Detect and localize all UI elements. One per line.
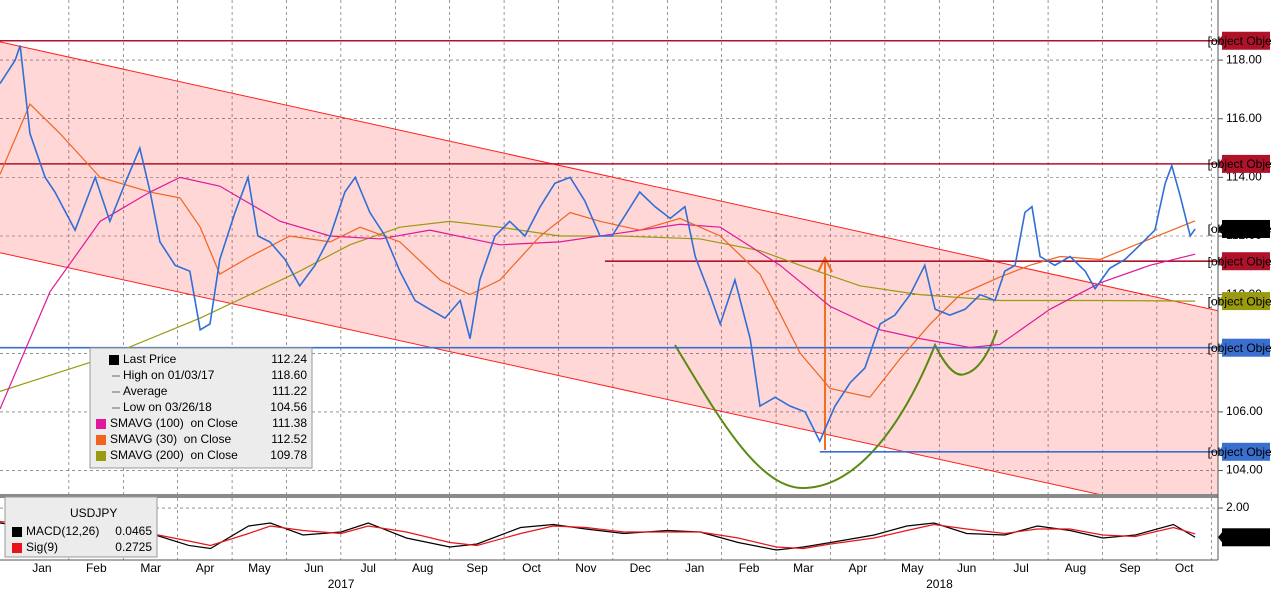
- legend-value: 109.78: [270, 448, 307, 462]
- series-line: [0, 103, 1196, 398]
- legend-value: 118.60: [271, 368, 307, 382]
- legend-label: MACD(12,26): [26, 524, 99, 538]
- legend-swatch: [96, 435, 106, 445]
- y-tick-label: 114.00: [1226, 170, 1262, 184]
- legend-label: SMAVG (100) on Close: [110, 416, 238, 430]
- legend-label: Sig(9): [26, 540, 58, 554]
- channel-fill: [0, 41, 1218, 494]
- x-tick-label: Sep: [1119, 561, 1141, 575]
- price-tag-label: [object Object]: [1208, 157, 1271, 171]
- price-tag-pointer: [1218, 256, 1222, 267]
- y-tick-label: 118.00: [1226, 52, 1262, 66]
- price-tag-pointer: [1218, 296, 1222, 307]
- macd-title: USDJPY: [70, 506, 117, 520]
- y-tick-label: 116.00: [1226, 111, 1262, 125]
- x-tick-label: Jun: [304, 561, 323, 575]
- macd-legend: USDJPY MACD(12,26) 0.0465 Sig(9) 0.2725: [4, 496, 158, 558]
- legend-value: 104.56: [270, 400, 307, 414]
- main-plot: [0, 0, 1218, 494]
- series-line: [0, 176, 1196, 410]
- x-tick-label: Apr: [849, 561, 868, 575]
- x-tick-label: Mar: [793, 561, 814, 575]
- x-tick-label: Feb: [86, 561, 107, 575]
- price-tag: [1222, 338, 1270, 357]
- x-tick-label: Mar: [140, 561, 161, 575]
- series-line: [0, 520, 1196, 550]
- main-legend: Last Price 112.24 High on 01/03/17 118.60 Av…: [89, 347, 313, 469]
- legend-label: SMAVG (200) on Close: [110, 448, 238, 462]
- x-tick-label: Jun: [957, 561, 976, 575]
- price-tag-pointer: [1218, 342, 1222, 353]
- legend-label: Average: [123, 384, 168, 398]
- price-tag: [1222, 528, 1270, 547]
- series-line: [0, 220, 1196, 392]
- x-tick-label: Nov: [575, 561, 596, 575]
- x-tick-label: May: [248, 561, 271, 575]
- y-tick-label: 106.00: [1226, 404, 1263, 418]
- x-tick-label: Aug: [412, 561, 433, 575]
- x-tick-label: Oct: [1175, 561, 1194, 575]
- x-tick-label: Jan: [32, 561, 51, 575]
- price-tag-pointer: [1218, 158, 1222, 169]
- year-label: 2017: [328, 577, 355, 591]
- price-tag-pointer: [1218, 532, 1222, 543]
- price-tag: [1222, 292, 1270, 311]
- legend-value: 0.2725: [115, 540, 152, 554]
- channel-lower: [0, 252, 1100, 494]
- legend-value: 112.52: [271, 432, 307, 446]
- target-arrow-head: [817, 255, 833, 273]
- panel-separator: [0, 494, 1218, 498]
- cup-pattern: [674, 329, 998, 490]
- legend-swatch: [12, 543, 22, 553]
- x-tick-label: May: [901, 561, 924, 575]
- price-tag-label: 0.0465: [1228, 530, 1265, 544]
- legend-label: Low on 03/26/18: [123, 400, 212, 414]
- price-tag-label: [object Object]: [1208, 341, 1271, 355]
- x-tick-label: Feb: [739, 561, 760, 575]
- price-tag-label: [object Object]: [1208, 294, 1271, 308]
- y-tick-label: 104.00: [1226, 463, 1263, 477]
- x-tick-label: Aug: [1065, 561, 1086, 575]
- price-tag: [1222, 442, 1270, 461]
- price-tag: [1222, 31, 1270, 50]
- legend-box: [89, 347, 313, 469]
- legend-label: SMAVG (30) on Close: [110, 432, 231, 446]
- price-tag-pointer: [1218, 223, 1222, 234]
- legend-value: 111.38: [272, 416, 307, 430]
- series-line: [0, 522, 1196, 551]
- legend-value: 112.24: [271, 352, 307, 366]
- price-tag-label: [object Object]: [1208, 222, 1271, 236]
- price-tag: [1222, 252, 1270, 271]
- legend-swatch: [96, 419, 106, 429]
- legend-box: [4, 496, 158, 558]
- price-tag-pointer: [1218, 35, 1222, 46]
- y-tick-label: 2.00: [1226, 500, 1250, 514]
- series-line: [0, 45, 1196, 444]
- x-tick-label: Jan: [685, 561, 704, 575]
- x-tick-label: Jul: [361, 561, 376, 575]
- price-tag-label: [object Object]: [1208, 254, 1271, 268]
- legend-swatch: [109, 355, 119, 365]
- legend-value: 0.0465: [115, 524, 152, 538]
- price-tag-label: [object Object]: [1208, 34, 1271, 48]
- x-tick-label: Jul: [1013, 561, 1028, 575]
- x-tick-label: Sep: [466, 561, 488, 575]
- legend-label: Last Price: [123, 352, 177, 366]
- legend-value: 111.22: [272, 384, 307, 398]
- x-tick-label: Oct: [522, 561, 541, 575]
- price-tag-label: [object Object]: [1208, 445, 1271, 459]
- x-tick-label: Dec: [630, 561, 651, 575]
- macd-plot: [0, 498, 1218, 560]
- price-tag-pointer: [1218, 446, 1222, 457]
- legend-label: High on 01/03/17: [123, 368, 215, 382]
- overlay: Jan Feb Mar Apr May Jun Jul Aug Sep Oct Nov Dec Jan F…: [32, 31, 1271, 591]
- x-tick-label: Apr: [196, 561, 215, 575]
- legend-swatch: [12, 527, 22, 537]
- year-label: 2018: [926, 577, 953, 591]
- legend-swatch: [96, 451, 106, 461]
- price-tag: [1222, 219, 1270, 238]
- price-tag: [1222, 154, 1270, 173]
